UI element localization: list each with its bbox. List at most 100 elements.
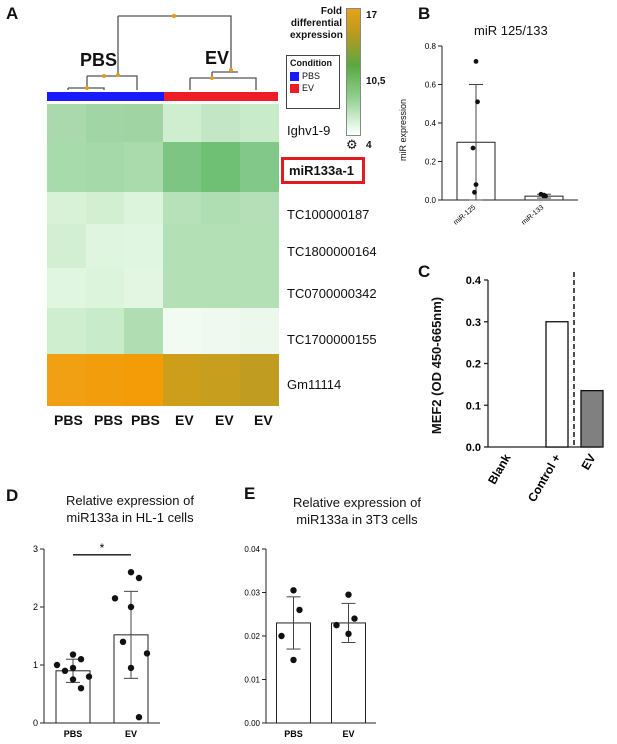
heatmap-group-pbs-label: PBS (80, 50, 118, 70)
gene-label-tc1800000164: TC1800000164 (287, 244, 377, 259)
heatmap-cell (162, 268, 202, 308)
condition-bar-pbs (47, 92, 164, 101)
data-point (143, 650, 151, 657)
heatmap-cell (201, 224, 240, 268)
data-point (278, 632, 285, 640)
condition-legend: Condition PBS EV (286, 55, 340, 109)
y-tick-label: 0.6 (425, 81, 437, 90)
x-tick-label: EV (125, 729, 137, 739)
gene-label-tc0700000342: TC0700000342 (287, 286, 377, 301)
heatmap-cell (85, 308, 125, 354)
fold-legend-title-line1: Fold (320, 6, 342, 17)
data-point (470, 145, 476, 151)
heatmap-cell (47, 268, 86, 308)
data-point (85, 673, 93, 680)
data-point (69, 664, 77, 672)
y-tick-label: 0.4 (425, 119, 437, 128)
data-point (351, 615, 358, 622)
legend-swatch-pbs (290, 71, 299, 81)
condition-bar-ev (164, 92, 278, 101)
y-tick-label: 0.2 (466, 359, 481, 371)
gene-label-tc100000187: TC100000187 (287, 207, 370, 222)
heatmap-cell (124, 308, 163, 354)
x-tick-label: PBS (284, 729, 303, 739)
data-point (111, 595, 119, 602)
heatmap-cell (47, 192, 86, 224)
heatmap-cell (47, 354, 86, 406)
column-label-4: EV (175, 412, 194, 428)
highlighted-gene-box (281, 157, 365, 184)
fold-legend-mid: 10,5 (366, 76, 386, 87)
heatmap-cell (239, 142, 279, 192)
heatmap-cell (162, 142, 202, 192)
data-point (472, 189, 477, 195)
chart-b-title: miR 125/133 (474, 23, 548, 38)
heatmap-cell (239, 104, 279, 142)
heatmap-cell (47, 224, 86, 268)
heatmap-cell (124, 192, 163, 224)
heatmap-cell (201, 354, 240, 406)
heatmap-cell (47, 308, 86, 354)
significance-marker: * (100, 541, 105, 555)
y-tick-label: 0.0 (425, 196, 437, 205)
heatmap-cell (85, 268, 125, 308)
data-point (290, 587, 297, 594)
x-tick-label: EV (578, 452, 598, 473)
data-point (77, 656, 85, 663)
data-point (69, 676, 77, 683)
legend-swatch-ev (290, 83, 299, 93)
heatmap-cell (162, 192, 202, 224)
x-tick-label: PBS (64, 729, 83, 739)
heatmap-cell (162, 308, 202, 354)
gene-label-mir133a-1: miR133a-1 (289, 163, 355, 178)
chart-d-title-line1: Relative expression of (66, 493, 194, 508)
y-tick-label: 0.8 (425, 42, 437, 51)
y-tick-label: 0.01 (244, 676, 260, 685)
data-point (473, 182, 479, 188)
data-point (69, 651, 77, 658)
heatmap-cell (124, 104, 163, 142)
y-tick-label: 0.2 (425, 158, 437, 167)
heatmap-cell (47, 142, 86, 192)
column-label-5: EV (215, 412, 234, 428)
settings-gear-icon[interactable]: ⚙ (346, 137, 358, 152)
y-tick-label: 0.0 (466, 442, 481, 454)
data-point (127, 664, 135, 672)
data-point (475, 99, 480, 105)
heatmap-cell (239, 192, 279, 224)
panel-d-letter: D (6, 486, 19, 505)
fold-legend-title-line3: expression (290, 30, 343, 41)
heatmap-cell (85, 224, 125, 268)
y-tick-label: 2 (33, 602, 38, 612)
gene-label-ighv1-9: Ighv1-9 (287, 123, 331, 138)
heatmap-cell (85, 192, 125, 224)
data-point (119, 638, 127, 645)
chart-e-title: Relative expression of miR133a in 3T3 ce… (262, 494, 452, 528)
data-point (135, 714, 143, 721)
fold-legend-max: 17 (366, 10, 378, 21)
y-tick-label: 0.1 (466, 400, 481, 412)
data-point (135, 574, 143, 582)
heatmap-cell (201, 268, 240, 308)
column-label-2: PBS (94, 412, 123, 428)
heatmap-cell (162, 354, 202, 406)
panel-e-letter: E (244, 484, 256, 503)
fold-legend-title-line2: differential (290, 18, 342, 29)
data-point (541, 193, 547, 199)
heatmap-cell (124, 354, 163, 406)
data-point (127, 569, 135, 576)
data-point (61, 667, 69, 674)
data-point (296, 606, 303, 614)
y-tick-label: 0.4 (466, 275, 482, 287)
legend-label-ev: EV (302, 83, 315, 93)
x-tick-label: EV (342, 729, 354, 739)
heatmap-cell (239, 354, 279, 406)
heatmap-cell (239, 308, 279, 354)
data-point (333, 621, 340, 629)
heatmap-cell (85, 354, 125, 406)
bar-ev (580, 389, 604, 448)
heatmap-cell (201, 104, 240, 142)
panel-a-letter: A (6, 4, 19, 23)
